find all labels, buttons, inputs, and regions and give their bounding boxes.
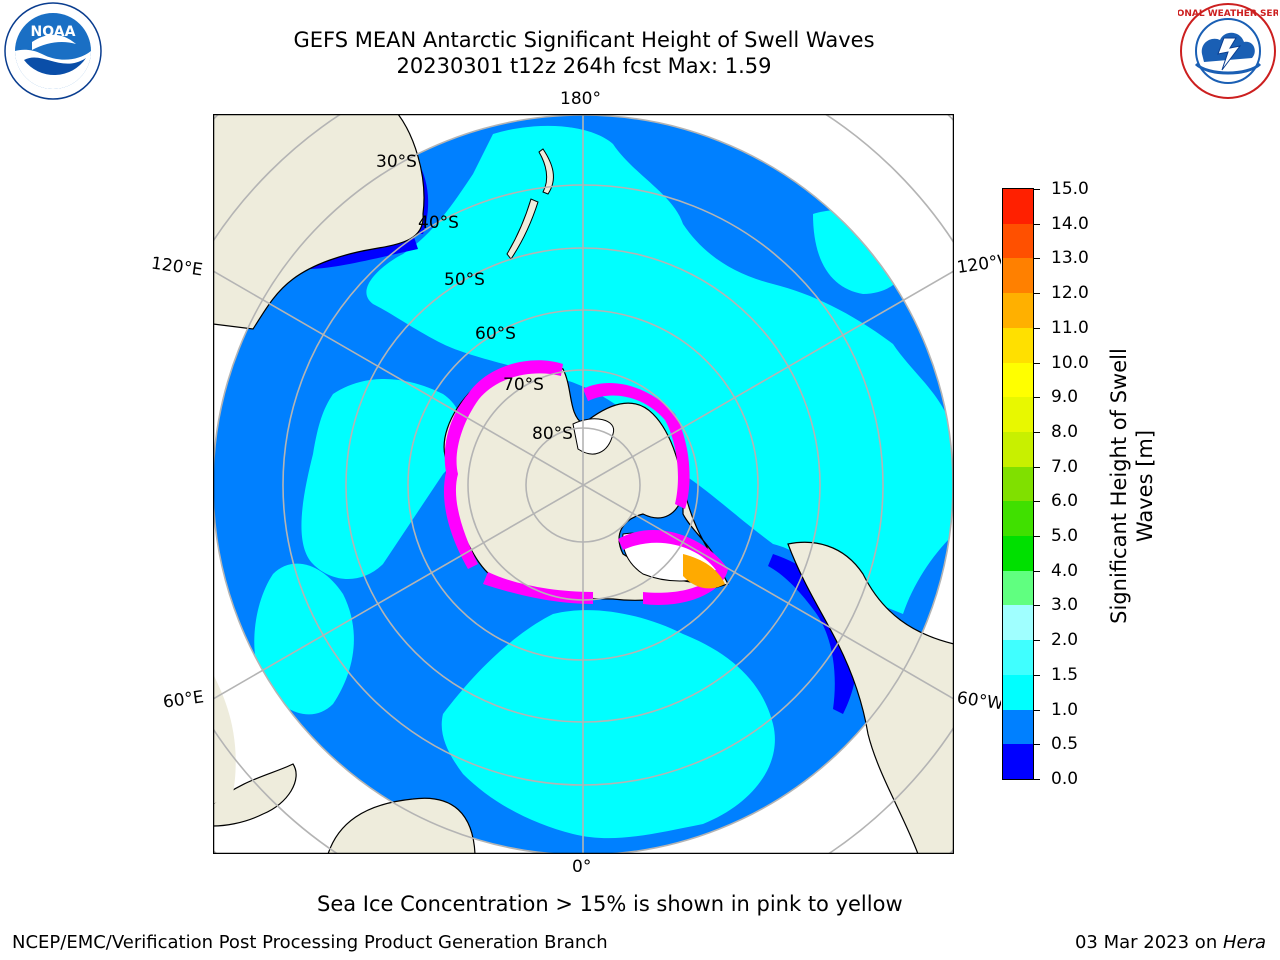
colorbar-segment xyxy=(1003,570,1033,606)
colorbar-tick-mark xyxy=(1034,223,1040,225)
colorbar-tick-label: 9.0 xyxy=(1051,387,1079,408)
colorbar-tick-mark xyxy=(1034,258,1040,260)
colorbar-segment xyxy=(1003,292,1033,328)
colorbar-tick-label: 2.0 xyxy=(1051,630,1079,651)
colorbar-tick-mark xyxy=(1034,744,1040,746)
colorbar-tick-mark xyxy=(1034,431,1040,433)
colorbar-tick-mark xyxy=(1034,605,1040,607)
colorbar-tick-label: 15.0 xyxy=(1051,179,1089,199)
nws-logo: NATIONAL WEATHER SERVICE xyxy=(1178,3,1278,99)
colorbar-tick-label: 11.0 xyxy=(1051,317,1089,338)
colorbar-tick-label: 6.0 xyxy=(1051,491,1079,512)
colorbar-tick-mark xyxy=(1034,293,1040,295)
colorbar-tick-label: 1.5 xyxy=(1051,664,1079,685)
lon-label-top: 180° xyxy=(560,89,601,109)
colorbar-tick-mark xyxy=(1034,709,1040,711)
title-line-2: 20230301 t12z 264h fcst Max: 1.59 xyxy=(396,54,772,78)
lon-label-upper-right-clip: 120°W xyxy=(957,250,1001,290)
africa-landmass xyxy=(327,797,476,854)
colorbar-tick-label: 3.0 xyxy=(1051,595,1079,616)
footer-left: NCEP/EMC/Verification Post Processing Pr… xyxy=(12,932,608,953)
colorbar-segment xyxy=(1003,431,1033,467)
colorbar-tick-mark xyxy=(1034,327,1040,329)
madagascar-landmass xyxy=(213,763,297,827)
colorbar-tick-label: 5.0 xyxy=(1051,526,1079,547)
colorbar-segment xyxy=(1003,188,1033,224)
lat-label-30s: 30°S xyxy=(376,152,417,172)
colorbar-segment xyxy=(1003,362,1033,398)
colorbar-tick-mark xyxy=(1034,640,1040,642)
lon-label-upper-right: 120°W xyxy=(957,250,1001,278)
colorbar-segment xyxy=(1003,257,1033,294)
colorbar-tick-label: 14.0 xyxy=(1051,213,1089,234)
colorbar-tick-label: 13.0 xyxy=(1051,248,1089,269)
lat-label-70s: 70°S xyxy=(503,375,544,395)
colorbar-tick-mark xyxy=(1034,501,1040,503)
colorbar-tick-mark xyxy=(1034,466,1040,468)
colorbar-tick-mark xyxy=(1034,397,1040,399)
nws-logo-text: NATIONAL WEATHER SERVICE xyxy=(1178,9,1278,19)
colorbar-segment xyxy=(1003,396,1033,432)
footer-host: Hera xyxy=(1222,932,1266,953)
colorbar-tick-label: 12.0 xyxy=(1051,283,1089,304)
lat-label-60s: 60°S xyxy=(475,324,516,344)
colorbar-tick-label: 0.0 xyxy=(1051,769,1079,789)
colorbar-segment xyxy=(1003,535,1033,571)
colorbar-segment xyxy=(1003,604,1033,641)
noaa-logo-text: NOAA xyxy=(31,24,76,40)
colorbar-title: Significant Height of Swell Waves [m] xyxy=(1106,336,1158,636)
colorbar-segment xyxy=(1003,709,1033,745)
colorbar-tick-mark xyxy=(1034,779,1040,780)
colorbar-segment xyxy=(1003,639,1033,675)
longitude-gridlines xyxy=(213,114,954,854)
title-line-1: GEFS MEAN Antarctic Significant Height o… xyxy=(293,28,875,52)
antarctic-swell-map xyxy=(213,114,954,854)
colorbar-tick-mark xyxy=(1034,536,1040,538)
colorbar-tick-label: 4.0 xyxy=(1051,560,1079,581)
australia-landmass xyxy=(213,114,425,330)
sea-ice-note: Sea Ice Concentration > 15% is shown in … xyxy=(317,892,903,916)
colorbar-segment xyxy=(1003,500,1033,537)
lon-label-lower-left: 60°E xyxy=(161,687,206,713)
colorbar-tick-label: 1.0 xyxy=(1051,699,1079,720)
lon-label-lower-right: 60°W xyxy=(957,688,1001,715)
colorbar-title-line2: Waves [m] xyxy=(1133,429,1157,543)
colorbar-segment xyxy=(1003,327,1033,363)
colorbar-segment xyxy=(1003,674,1033,710)
colorbar-segment xyxy=(1003,466,1033,502)
lon-label-bottom: 0° xyxy=(572,857,592,877)
colorbar-tick-mark xyxy=(1034,189,1040,190)
lon-label-lower-right-clip: 60°W xyxy=(957,684,1001,724)
lat-label-40s: 40°S xyxy=(418,213,459,233)
colorbar-title-line1: Significant Height of Swell xyxy=(1107,348,1131,624)
lat-label-50s: 50°S xyxy=(444,270,485,290)
colorbar-tick-label: 7.0 xyxy=(1051,456,1079,477)
colorbar-tick-mark xyxy=(1034,674,1040,676)
colorbar-tick-mark xyxy=(1034,570,1040,572)
colorbar-segment xyxy=(1003,223,1033,259)
colorbar-segment xyxy=(1003,743,1033,779)
south-america-landmass xyxy=(787,541,954,854)
noaa-logo: NOAA xyxy=(4,2,102,100)
lat-label-80s: 80°S xyxy=(532,424,573,444)
footer-right: 03 Mar 2023 on Hera xyxy=(1075,932,1266,954)
lon-label-upper-left: 120°E xyxy=(149,253,204,281)
colorbar-tick-label: 10.0 xyxy=(1051,352,1089,373)
colorbar-tick-mark xyxy=(1034,362,1040,364)
colorbar-tick-label: 0.5 xyxy=(1051,734,1079,755)
colorbar-tick-label: 8.0 xyxy=(1051,421,1079,442)
footer-date: 03 Mar 2023 on xyxy=(1074,932,1223,953)
colorbar xyxy=(1002,188,1034,780)
